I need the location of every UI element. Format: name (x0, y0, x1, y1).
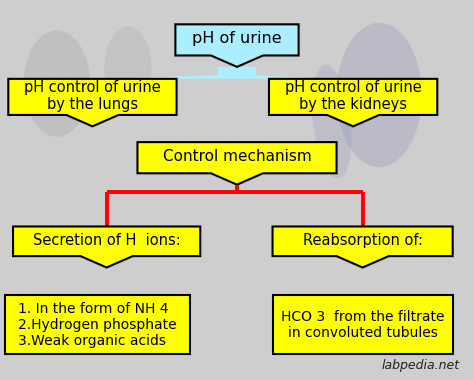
FancyBboxPatch shape (5, 296, 190, 354)
Text: pH control of urine
by the kidneys: pH control of urine by the kidneys (285, 79, 421, 112)
Text: Reabsorption of:: Reabsorption of: (302, 233, 423, 248)
Text: pH control of urine
by the lungs: pH control of urine by the lungs (24, 79, 161, 112)
Ellipse shape (104, 27, 152, 110)
Polygon shape (175, 24, 299, 67)
Polygon shape (269, 79, 437, 126)
Text: HCO 3  from the filtrate
in convoluted tubules: HCO 3 from the filtrate in convoluted tu… (281, 310, 444, 340)
Ellipse shape (337, 23, 422, 167)
Ellipse shape (24, 30, 90, 137)
Ellipse shape (312, 65, 352, 178)
Text: pH of urine: pH of urine (192, 31, 282, 46)
Text: Control mechanism: Control mechanism (163, 149, 311, 164)
Polygon shape (111, 67, 334, 79)
Polygon shape (13, 226, 200, 268)
Polygon shape (273, 226, 453, 268)
FancyBboxPatch shape (273, 296, 453, 354)
Text: labpedia.net: labpedia.net (382, 359, 460, 372)
Polygon shape (137, 142, 337, 185)
Text: 1. In the form of NH 4
2.Hydrogen phosphate
3.Weak organic acids: 1. In the form of NH 4 2.Hydrogen phosph… (18, 302, 176, 348)
Text: Secretion of H  ions:: Secretion of H ions: (33, 233, 181, 248)
Polygon shape (9, 79, 176, 126)
